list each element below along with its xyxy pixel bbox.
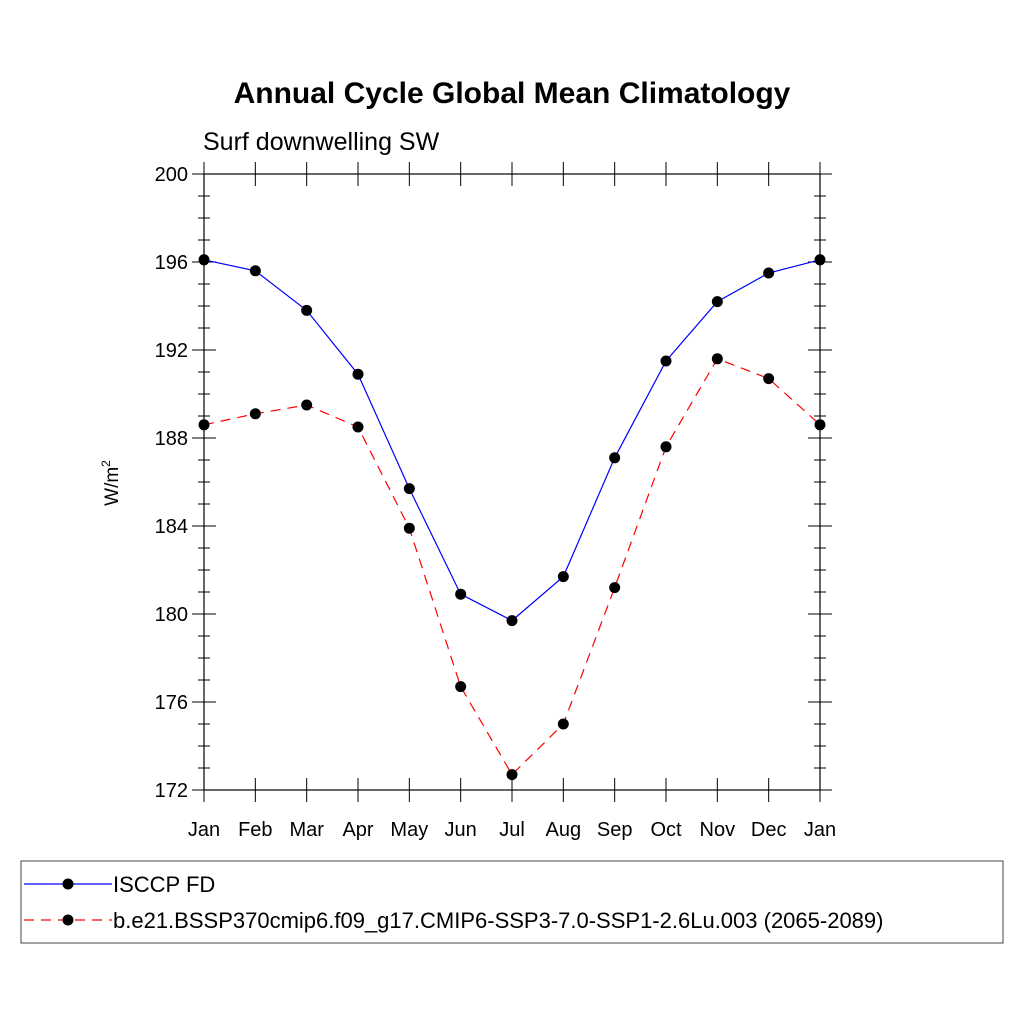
x-tick-label: Jan [188,819,220,841]
y-tick-label: 196 [155,252,188,274]
series-line-1 [203,358,821,776]
y-axis-label-text: W/m [102,467,123,506]
legend-label-isccp: ISCCP FD [113,872,215,897]
y-tick-label: 192 [155,340,188,362]
x-tick-labels: Jan Feb Mar Apr May Jun Jul Aug Sep Oct Nov Dec Jan [188,819,836,841]
chart-title: Annual Cycle Global Mean Climatology [234,77,791,110]
series-0-point [455,588,467,600]
x-tick-label: Aug [546,819,582,841]
series-layer [198,254,826,781]
y-tick-label: 172 [155,780,188,802]
x-tick-label: Jan [804,819,836,841]
y-axis-label: W/m2 [99,460,123,506]
series-1-point [352,421,364,433]
x-tick-label: Dec [751,819,787,841]
series-1-point [403,522,415,534]
x-tick-label: Oct [650,819,682,841]
x-tick-label: Jun [445,819,477,841]
legend-entry-isccp: ISCCP FD [24,872,215,897]
series-1-point [711,353,723,365]
x-tick-label: Sep [597,819,633,841]
series-1-point [506,769,518,781]
y-tick-label: 180 [155,604,188,626]
legend-box [20,860,1004,944]
y-tick-label: 200 [155,164,188,186]
series-1-point [609,582,621,594]
series-1-point [249,408,261,420]
y-tick-label: 176 [155,692,188,714]
major-ticks [192,162,832,802]
legend: ISCCP FD b.e21.BSSP370cmip6.f09_g17.CMIP… [20,860,1004,944]
x-tick-label: Apr [342,819,373,841]
x-tick-label: Jul [499,819,525,841]
plot-frame [203,173,821,791]
x-tick-label: Feb [238,819,272,841]
y-axis-label-superscript: 2 [99,460,113,467]
legend-label-model: b.e21.BSSP370cmip6.f09_g17.CMIP6-SSP3-7.… [113,908,883,933]
minor-ticks [198,195,826,769]
series-1-point [660,441,672,453]
chart-subtitle: Surf downwelling SW [203,128,440,156]
series-0-point [301,304,313,316]
series-0-point [506,615,518,627]
y-tick-label: 188 [155,428,188,450]
x-tick-label: Mar [289,819,324,841]
series-0-point [352,368,364,380]
legend-entry-model: b.e21.BSSP370cmip6.f09_g17.CMIP6-SSP3-7.… [24,908,883,933]
legend-marker-isccp [62,878,74,890]
x-tick-label: Nov [700,819,736,841]
series-1-point [301,399,313,411]
series-line-0 [203,259,821,622]
y-tick-labels: 172 176 180 184 188 192 196 200 [155,164,188,802]
series-1-point [455,681,467,693]
series-1-point [557,718,569,730]
x-tick-label: May [390,819,428,841]
series-0-point [557,571,569,583]
series-0-point [249,265,261,277]
series-0-point [711,296,723,308]
series-0-point [403,483,415,495]
series-0-point [660,355,672,367]
legend-marker-model [62,914,74,926]
y-tick-label: 184 [155,516,188,538]
series-0-point [763,267,775,279]
series-0-point [609,452,621,464]
series-1-point [763,373,775,385]
